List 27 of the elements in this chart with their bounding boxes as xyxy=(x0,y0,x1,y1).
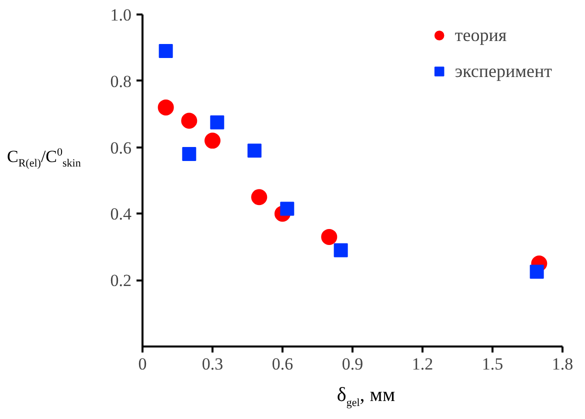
legend-label: эксперимент xyxy=(454,60,552,82)
x-tick-label: 0.9 xyxy=(342,354,364,374)
point xyxy=(210,115,224,130)
point xyxy=(530,264,544,279)
point xyxy=(158,99,174,116)
x-tick-label: 0.3 xyxy=(202,354,224,374)
point xyxy=(321,228,338,245)
point xyxy=(158,44,173,58)
legend-label: теория xyxy=(454,24,507,46)
x-tick-label: 0.6 xyxy=(272,354,294,374)
x-tick-label: 1.8 xyxy=(552,354,574,374)
point xyxy=(182,146,196,161)
x-tick-label: 0 xyxy=(138,354,147,374)
x-axis-title: δ$_{gel}$, мм xyxy=(336,383,396,411)
point xyxy=(334,243,348,258)
x-tick-label: 1.2 xyxy=(412,354,434,374)
x-tick-label: 1.5 xyxy=(482,354,504,374)
point xyxy=(251,189,268,206)
point xyxy=(280,202,294,216)
y-tick-label: 0.6 xyxy=(110,138,132,158)
point xyxy=(204,132,220,149)
point xyxy=(248,144,262,158)
y-tick-label: 0.8 xyxy=(110,72,132,91)
y-tick-label: 0.2 xyxy=(110,271,132,290)
y-tick-label: 1.0 xyxy=(110,6,132,24)
point xyxy=(181,112,198,129)
y-tick-label: 0.4 xyxy=(110,204,132,224)
